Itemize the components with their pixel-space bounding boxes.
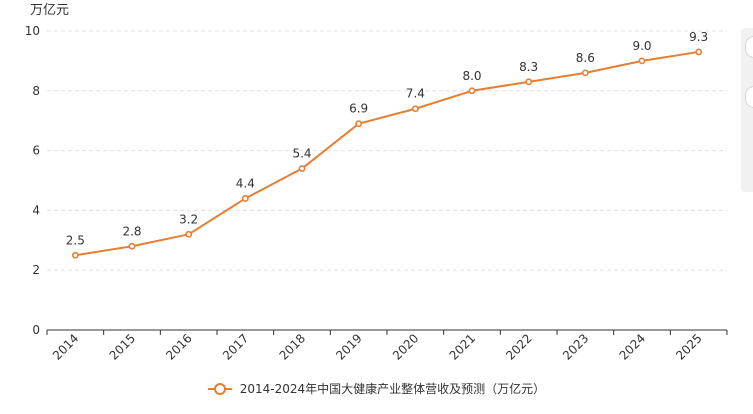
x-tick-label: 2016: [163, 331, 194, 362]
data-point: [355, 120, 363, 128]
y-tick-label: 6: [32, 144, 40, 158]
data-point: [581, 69, 589, 77]
data-point: [411, 105, 419, 113]
side-toolbar-button-2[interactable]: [745, 86, 753, 108]
data-point: [185, 230, 193, 238]
data-point: [71, 251, 79, 259]
x-tick-label: 2021: [447, 331, 478, 362]
data-points: [71, 48, 703, 259]
data-point: [128, 242, 136, 250]
y-tick-label: 2: [32, 263, 40, 277]
data-label: 8.0: [462, 69, 481, 83]
y-tick-label: 8: [32, 84, 40, 98]
x-tick-label: 2024: [617, 331, 648, 362]
data-point: [241, 195, 249, 202]
legend-label: 2014-2024年中国大健康产业整体营收及预测（万亿元）: [239, 382, 546, 396]
data-label: 4.4: [236, 176, 255, 190]
x-axis-ticks: 2014 2015 2016 2017 2018 2019 2020 2021 2022 2023…: [50, 331, 705, 362]
data-point: [525, 78, 533, 86]
data-label: 2.5: [66, 233, 85, 247]
data-label: 9.0: [632, 39, 651, 53]
x-tick-label: 2018: [277, 331, 308, 362]
y-axis-unit-label: 万亿元: [30, 3, 69, 18]
x-tick-label: 2022: [503, 331, 534, 362]
x-tick-label: 2020: [390, 331, 421, 362]
x-tick-label: 2015: [107, 331, 138, 362]
y-tick-label: 4: [32, 203, 40, 217]
data-label: 6.9: [349, 102, 368, 116]
data-point: [695, 48, 703, 56]
x-axis: [46, 329, 728, 335]
data-point: [298, 165, 306, 172]
x-tick-label: 2025: [673, 331, 704, 362]
data-label: 5.4: [292, 147, 311, 161]
data-point: [468, 87, 476, 95]
data-label: 2.8: [122, 224, 141, 238]
data-label: 3.2: [179, 212, 198, 226]
data-label: 8.6: [576, 51, 595, 65]
data-label: 8.3: [519, 60, 538, 74]
legend[interactable]: 2014-2024年中国大健康产业整体营收及预测（万亿元）: [0, 380, 753, 397]
x-tick-label: 2019: [333, 331, 364, 362]
side-toolbar: [741, 28, 753, 192]
series-line: [75, 50, 699, 257]
data-label: 7.4: [406, 87, 425, 101]
y-tick-label: 10: [25, 24, 40, 38]
gridlines: [47, 30, 727, 271]
x-tick-label: 2014: [50, 331, 81, 362]
series-line-path: [75, 50, 699, 257]
legend-line-marker-icon: [207, 382, 232, 395]
side-toolbar-button-1[interactable]: [745, 36, 753, 58]
y-tick-label: 0: [32, 323, 40, 337]
x-tick-label: 2017: [220, 331, 251, 362]
data-label: 9.3: [689, 30, 708, 44]
data-labels: 2.5 2.8 3.2 4.4 5.4 6.9 7.4 8.0 8.3 8.6 9.0 9.3: [66, 30, 708, 247]
data-point: [638, 57, 646, 65]
x-tick-label: 2023: [560, 331, 591, 362]
y-axis-ticks: 0 2 4 6 8 10: [25, 24, 40, 337]
